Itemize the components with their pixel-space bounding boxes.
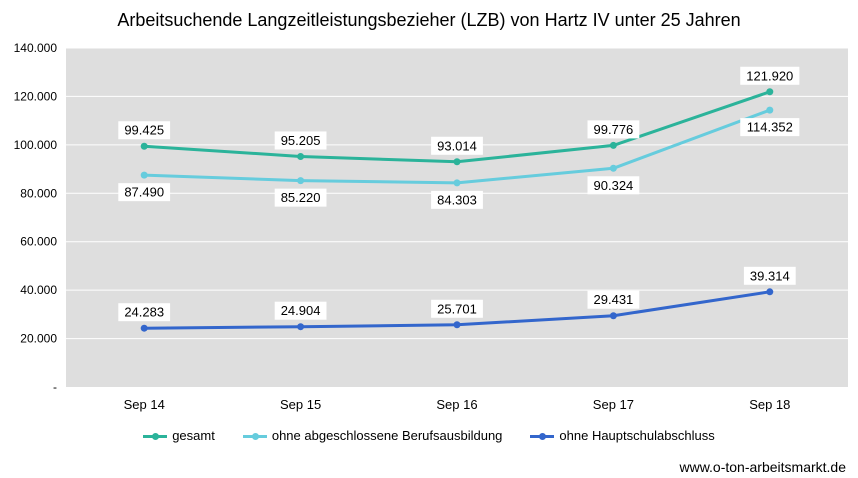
data-label-box [274, 301, 327, 320]
legend-label: gesamt [172, 428, 215, 443]
legend-swatch [530, 431, 555, 441]
data-label-text: 29.431 [594, 292, 634, 307]
y-tick-label: 60.000 [20, 235, 57, 249]
data-label-text: 24.904 [281, 303, 321, 318]
data-point [140, 324, 148, 332]
data-label: 99.425 [118, 121, 171, 140]
data-point [297, 177, 305, 185]
x-tick-label: Sep 17 [593, 397, 634, 412]
data-label: 121.920 [740, 66, 800, 85]
data-label-text: 95.205 [281, 133, 321, 148]
y-tick-label: 20.000 [20, 332, 57, 346]
data-label-text: 99.776 [594, 122, 634, 137]
y-tick-label: 140.000 [14, 41, 58, 55]
data-label: 87.490 [118, 183, 171, 202]
data-label-box [118, 121, 171, 140]
data-point [766, 106, 774, 114]
x-axis: Sep 14 Sep 15 Sep 16 Sep 17 Sep 18 [124, 397, 791, 412]
data-label-text: 93.014 [437, 138, 477, 153]
data-point [140, 171, 148, 179]
legend-item: ohne Hauptschulabschluss [530, 428, 715, 443]
y-tick-label: 40.000 [20, 283, 57, 297]
data-label: 99.776 [587, 120, 640, 139]
data-label-text: 87.490 [124, 185, 164, 200]
data-label: 24.904 [274, 301, 327, 320]
data-point [453, 179, 461, 187]
data-point [140, 142, 148, 150]
data-label: 39.314 [743, 266, 796, 285]
source-text: www.o-ton-arbeitsmarkt.de [679, 459, 846, 475]
y-axis: - 20.000 40.000 60.000 80.000 100.000 120.000 1… [14, 41, 58, 394]
data-label-text: 99.425 [124, 123, 164, 138]
y-tick-label: 120.000 [14, 89, 58, 103]
y-tick-label: - [53, 380, 57, 394]
data-label-text: 90.324 [594, 178, 634, 193]
data-label-box [431, 190, 483, 209]
data-point [609, 312, 617, 320]
data-label-box [431, 136, 483, 155]
data-label: 95.205 [274, 131, 327, 150]
chart-title: Arbeitsuchende Langzeitleistungsbezieher… [117, 10, 741, 30]
data-label-box [274, 188, 327, 207]
legend-label: ohne Hauptschulabschluss [559, 428, 715, 443]
y-tick-label: 80.000 [20, 186, 57, 200]
legend-swatch [242, 431, 267, 441]
legend-swatch [143, 431, 168, 441]
data-label: 114.352 [740, 118, 800, 137]
data-label-box [740, 66, 800, 85]
x-tick-label: Sep 18 [749, 397, 790, 412]
legend: gesamt ohne abgeschlossene Berufsausbildu… [0, 428, 858, 443]
data-label-box [587, 176, 640, 195]
data-labels: 99.425 95.205 93.014 99.776 121.920 87.490 85.… [118, 66, 800, 322]
x-tick-label: Sep 16 [436, 397, 477, 412]
data-label-box [118, 183, 171, 202]
data-point [297, 152, 305, 160]
data-label-text: 24.283 [124, 305, 164, 320]
data-label: 29.431 [587, 290, 640, 309]
data-point [297, 323, 305, 331]
y-tick-label: 100.000 [14, 138, 58, 152]
data-label-box [743, 266, 796, 285]
data-label-box [740, 118, 800, 137]
plot-area [66, 48, 848, 387]
data-point [453, 158, 461, 166]
data-label-box [431, 299, 483, 318]
data-points [140, 88, 774, 332]
legend-label: ohne abgeschlossene Berufsausbildung [271, 428, 503, 443]
legend-item: ohne abgeschlossene Berufsausbildung [242, 428, 503, 443]
data-label: 85.220 [274, 188, 327, 207]
data-label-box [587, 120, 640, 139]
data-point [766, 288, 774, 296]
data-label: 24.283 [118, 303, 171, 322]
data-label-text: 84.303 [437, 192, 477, 207]
data-point [609, 164, 617, 172]
data-label-text: 121.920 [746, 68, 793, 83]
data-label-box [274, 131, 327, 150]
data-label-box [118, 303, 171, 322]
data-label-text: 25.701 [437, 301, 477, 316]
data-point [609, 141, 617, 149]
data-point [766, 88, 774, 96]
data-label: 25.701 [431, 299, 483, 318]
data-label-box [587, 290, 640, 309]
x-tick-label: Sep 14 [124, 397, 165, 412]
data-label: 90.324 [587, 176, 640, 195]
legend-item: gesamt [143, 428, 215, 443]
data-label-text: 85.220 [281, 190, 321, 205]
data-label-text: 39.314 [750, 268, 790, 283]
data-label-text: 114.352 [747, 120, 793, 135]
x-tick-label: Sep 15 [280, 397, 321, 412]
data-label: 84.303 [431, 190, 483, 209]
data-label: 93.014 [431, 136, 483, 155]
data-point [453, 321, 461, 329]
